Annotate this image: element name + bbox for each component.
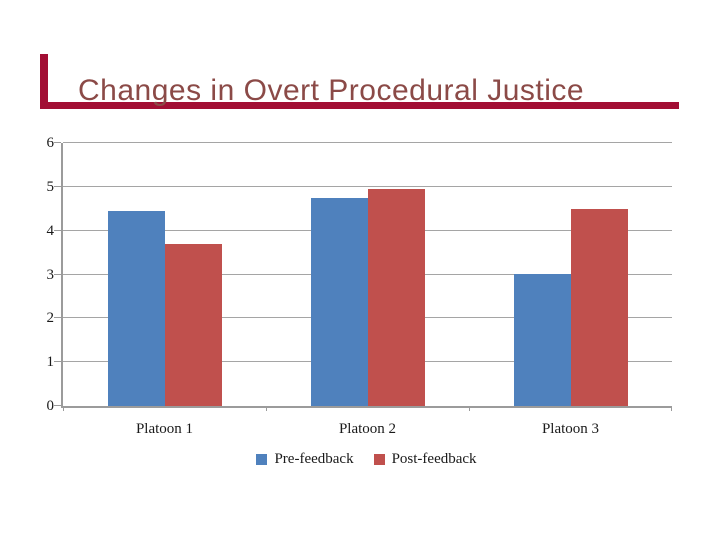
title-accent-bar	[40, 54, 48, 109]
y-axis-label-2: 2	[46, 310, 55, 327]
y-axis-label-1: 1	[46, 354, 55, 371]
legend-label-pre-feedback: Pre-feedback	[274, 451, 354, 467]
plot-area	[54, 142, 672, 411]
x-axis-tick-1	[266, 406, 267, 411]
y-axis-tick-1	[54, 361, 61, 363]
x-axis-tick-0	[63, 406, 64, 411]
gridline-5	[63, 185, 672, 187]
y-axis-tick-5	[54, 185, 61, 187]
bar-platoon-1-post-feedback	[165, 244, 222, 406]
slide-title: Changes in Overt Procedural Justice	[78, 74, 585, 108]
y-axis-tick-2	[54, 317, 61, 319]
bar-platoon-2-post-feedback	[368, 189, 425, 406]
y-axis-label-5: 5	[46, 178, 55, 195]
bar-platoon-3-pre-feedback	[514, 274, 571, 406]
legend-item-post-feedback: Post-feedback	[373, 451, 477, 467]
bar-platoon-1-pre-feedback	[108, 211, 165, 406]
legend-swatch-pre-feedback	[256, 453, 268, 465]
y-axis-label-4: 4	[46, 222, 55, 239]
bar-platoon-3-post-feedback	[571, 209, 628, 406]
y-axis-tick-4	[54, 229, 61, 231]
title-underline-rule	[40, 102, 679, 109]
legend-swatch-post-feedback	[373, 453, 385, 465]
y-axis-label-6: 6	[46, 135, 55, 151]
bar-platoon-2-pre-feedback	[311, 198, 368, 406]
x-axis-tick-3	[671, 406, 672, 411]
x-axis-label-platoon-2: Platoon 2	[338, 421, 397, 437]
chart-legend: Pre-feedback Post-feedback	[61, 451, 672, 467]
gridline-6	[63, 142, 672, 143]
legend-label-post-feedback: Post-feedback	[391, 451, 477, 467]
x-axis-label-platoon-3: Platoon 3	[541, 421, 600, 437]
y-axis-tick-0	[54, 405, 61, 406]
x-axis-tick-2	[469, 406, 470, 411]
x-axis-label-platoon-1: Platoon 1	[135, 421, 194, 437]
y-axis-tick-3	[54, 273, 61, 275]
y-axis-tick-6	[54, 142, 61, 143]
y-axis-label-0: 0	[46, 398, 55, 414]
legend-item-pre-feedback: Pre-feedback	[256, 451, 354, 467]
y-axis-label-3: 3	[46, 266, 55, 283]
